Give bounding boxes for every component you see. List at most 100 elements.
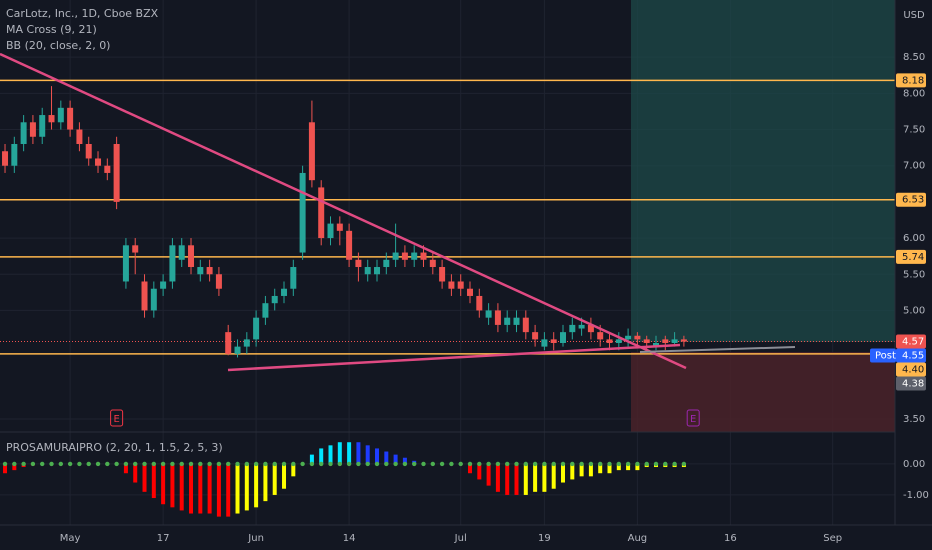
chart-title: CarLotz, Inc., 1D, Cboe BZX [6,7,159,20]
candle-body [67,107,74,130]
zero-dot [449,461,454,467]
zero-dot [439,461,445,467]
candle-body [271,295,278,304]
price-label-box [896,362,926,377]
zero-dot [644,461,649,467]
oscillator-bar [189,463,194,514]
zero-dot [486,461,491,467]
price-label-box [896,192,926,207]
oscillator-bar [635,463,640,471]
zero-dot [160,461,166,467]
candle-body [541,339,548,347]
oscillator-bar [551,463,556,489]
candle-body [569,324,576,333]
loss-zone [631,352,895,432]
y-tick-label: 7.50 [903,125,925,136]
earnings-marker [686,409,700,427]
price-label: 4.57 [902,337,924,348]
oscillator-bar [616,463,621,471]
zero-dot [616,461,621,467]
candle-body [290,267,297,289]
oscillator-bar [254,463,259,508]
oscillator-bar [505,463,510,495]
zero-dot [30,461,36,467]
zero-dot [653,461,659,467]
oscillator-bar [244,463,249,511]
price-tag-box [870,348,896,363]
trendline [227,343,681,372]
earnings-label: E [113,414,119,425]
price-label-box [896,348,926,363]
x-tick-label: Aug [628,533,648,544]
oscillator-bar [263,463,268,502]
candle-body [225,332,232,354]
y-tick-label: 5.00 [903,305,925,316]
zero-dot [253,461,259,467]
zero-dot [421,461,426,467]
candle-body [383,259,390,268]
y-tick-label: -1.00 [903,490,929,501]
zero-dot [598,461,603,467]
candle-body [76,129,83,144]
oscillator-bar [170,463,175,508]
candle-body [234,346,241,354]
oscillator-bar [607,463,612,474]
zero-dot [356,461,361,467]
candle-body [485,310,492,318]
candle-body [132,245,139,253]
zero-dot [281,461,287,467]
candle-body [429,259,436,268]
oscillator-bar [468,463,473,474]
zero-dot [495,461,501,467]
candle-body [243,339,250,347]
earnings-label: E [690,414,696,425]
oscillator-bar [216,463,221,517]
y-tick-label: 7.00 [903,161,925,172]
candle-body [532,332,539,340]
candle-body [113,144,120,202]
candle-body [281,288,288,296]
price-tag: Post [875,351,896,362]
zero-dot [328,461,333,467]
profit-zone [631,0,895,342]
candle-body [160,281,167,289]
zero-dot [207,461,212,467]
zero-dot [337,461,343,467]
y-tick-label: 8.50 [903,52,925,63]
x-tick-label: 14 [343,533,356,544]
candle-body [197,267,204,275]
candle-body [122,245,129,282]
oscillator-bar [570,463,575,480]
zero-dot [365,461,370,467]
candle-body [141,281,148,311]
candle-body [215,274,222,289]
earnings-marker [110,409,124,427]
candle-body [494,310,501,325]
oscillator-bar [309,454,314,464]
y-tick-label: 8.00 [903,88,925,99]
y-tick-label: 3.50 [903,414,925,425]
price-label: 5.74 [902,252,924,263]
candle-body [625,335,632,340]
zero-dot [188,461,194,467]
price-label: 4.38 [902,379,924,390]
y-tick-label: 5.50 [903,269,925,280]
candle-body [2,151,9,166]
oscillator-bar [142,463,147,492]
zero-dot [86,461,91,467]
candle-body [188,245,195,268]
zero-dot [244,461,250,467]
candle-body [150,288,157,311]
candle-body [206,267,213,275]
oscillator-bar [207,463,212,514]
zero-dot [402,461,408,467]
candle-body [346,230,353,260]
zero-dot [346,461,352,467]
candle-body [39,115,46,137]
zero-dot [95,461,101,467]
zero-dot [374,461,380,467]
price-label-box [896,376,926,391]
zero-dot [40,461,45,467]
candle-body [504,317,511,325]
